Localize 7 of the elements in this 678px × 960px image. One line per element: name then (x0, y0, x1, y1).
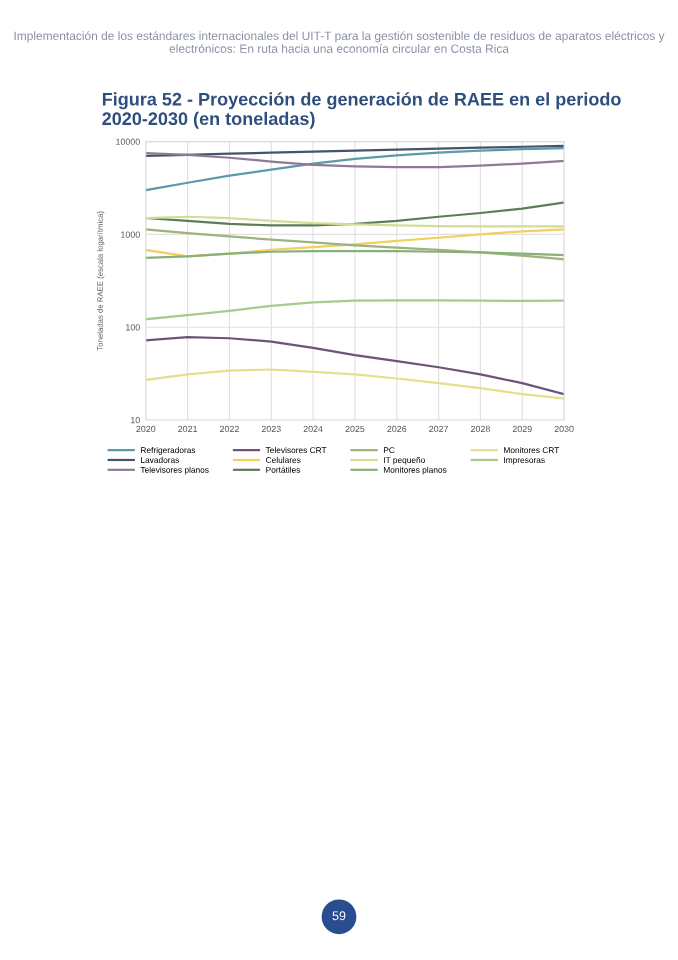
line-series (145, 299, 565, 321)
chart-title: Figura 52 - Proyección de generación de RAEE en el periodo 2020-2030 (en toneladas) (102, 92, 621, 129)
line-series (145, 336, 565, 396)
line-series (145, 201, 565, 227)
line-series (145, 368, 565, 400)
line-series (145, 152, 565, 169)
line-series (145, 147, 565, 192)
